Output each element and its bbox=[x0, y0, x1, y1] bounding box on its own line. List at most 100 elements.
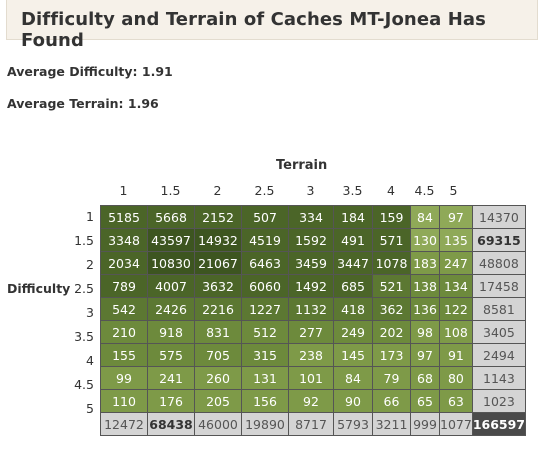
terrain-header: 3.5 bbox=[342, 183, 363, 198]
difficulty-header: 1 bbox=[86, 209, 94, 224]
matrix-cell: 6060 bbox=[241, 274, 289, 298]
matrix-row: 2034 10830 21067 6463 3459 3447 1078 183 247 4880… bbox=[100, 251, 527, 275]
matrix-cell: 418 bbox=[333, 297, 373, 321]
matrix-row: 5185 5668 2152 507 334 184 159 84 97 14370 bbox=[100, 205, 527, 229]
matrix-cell: 575 bbox=[147, 343, 195, 367]
page-title: Difficulty and Terrain of Caches MT-Jone… bbox=[21, 9, 486, 51]
matrix-cell: 202 bbox=[372, 320, 411, 344]
matrix-cell: 134 bbox=[439, 274, 473, 298]
matrix-cell: 135 bbox=[439, 228, 473, 252]
row-total-cell: 48808 bbox=[471, 251, 527, 275]
difficulty-header: 4 bbox=[86, 353, 94, 368]
matrix-cell: 238 bbox=[288, 343, 334, 367]
matrix-cell: 155 bbox=[100, 343, 148, 367]
matrix-cell: 3348 bbox=[100, 228, 148, 252]
terrain-header: 2 bbox=[213, 183, 222, 198]
terrain-header: 1.5 bbox=[160, 183, 181, 198]
difficulty-header: 3.5 bbox=[74, 329, 94, 344]
matrix-cell: 2426 bbox=[147, 297, 195, 321]
matrix-cell: 2152 bbox=[194, 205, 242, 229]
matrix-cell: 3459 bbox=[288, 251, 334, 275]
column-totals-row: 12472 68438 46000 19890 8717 5793 3211 999 1077 1… bbox=[100, 412, 527, 436]
matrix-cell: 2034 bbox=[100, 251, 148, 275]
matrix-cell: 362 bbox=[372, 297, 411, 321]
matrix-cell: 5668 bbox=[147, 205, 195, 229]
matrix-cell: 1592 bbox=[288, 228, 334, 252]
matrix-cell: 315 bbox=[241, 343, 289, 367]
row-total-cell: 14370 bbox=[471, 205, 527, 229]
matrix-cell: 92 bbox=[288, 389, 334, 413]
matrix-cell: 4007 bbox=[147, 274, 195, 298]
matrix-cell: 491 bbox=[333, 228, 373, 252]
matrix-cell: 789 bbox=[100, 274, 148, 298]
column-total-cell: 8717 bbox=[288, 412, 334, 436]
matrix-cell: 1492 bbox=[288, 274, 334, 298]
terrain-header: 1 bbox=[119, 183, 128, 198]
matrix-cell: 159 bbox=[372, 205, 411, 229]
matrix-cell: 1227 bbox=[241, 297, 289, 321]
matrix-cell: 241 bbox=[147, 366, 195, 390]
matrix-cell: 1132 bbox=[288, 297, 334, 321]
grand-total-cell: 166597 bbox=[471, 412, 527, 436]
matrix-cell: 334 bbox=[288, 205, 334, 229]
matrix-cell: 184 bbox=[333, 205, 373, 229]
matrix-cell: 210 bbox=[100, 320, 148, 344]
row-total-cell: 1023 bbox=[471, 389, 527, 413]
matrix-row: 542 2426 2216 1227 1132 418 362 136 122 8581 bbox=[100, 297, 527, 321]
column-total-cell: 3211 bbox=[372, 412, 411, 436]
matrix-cell: 43597 bbox=[147, 228, 195, 252]
page-header: Difficulty and Terrain of Caches MT-Jone… bbox=[6, 0, 538, 51]
matrix-cell: 521 bbox=[372, 274, 411, 298]
matrix-cell: 101 bbox=[288, 366, 334, 390]
difficulty-header: 2.5 bbox=[74, 281, 94, 296]
column-total-cell: 46000 bbox=[194, 412, 242, 436]
matrix-cell: 6463 bbox=[241, 251, 289, 275]
matrix-cell: 249 bbox=[333, 320, 373, 344]
matrix-cell: 685 bbox=[333, 274, 373, 298]
average-difficulty: Average Difficulty: 1.91 bbox=[7, 64, 173, 79]
column-total-cell: 12472 bbox=[100, 412, 148, 436]
terrain-header: 5 bbox=[449, 183, 458, 198]
matrix-cell: 1078 bbox=[372, 251, 411, 275]
matrix-cell: 65 bbox=[410, 389, 440, 413]
column-total-cell: 19890 bbox=[241, 412, 289, 436]
matrix-cell: 156 bbox=[241, 389, 289, 413]
matrix-cell: 80 bbox=[439, 366, 473, 390]
matrix-cell: 97 bbox=[410, 343, 440, 367]
matrix-cell: 173 bbox=[372, 343, 411, 367]
row-total-cell: 8581 bbox=[471, 297, 527, 321]
matrix-cell: 108 bbox=[439, 320, 473, 344]
matrix-cell: 90 bbox=[333, 389, 373, 413]
matrix-cell: 705 bbox=[194, 343, 242, 367]
column-total-cell: 68438 bbox=[147, 412, 195, 436]
column-total-cell: 999 bbox=[410, 412, 440, 436]
row-total-cell: 3405 bbox=[471, 320, 527, 344]
matrix-cell: 145 bbox=[333, 343, 373, 367]
matrix-cell: 3632 bbox=[194, 274, 242, 298]
matrix-cell: 3447 bbox=[333, 251, 373, 275]
terrain-header: 3 bbox=[306, 183, 315, 198]
matrix-cell: 918 bbox=[147, 320, 195, 344]
row-total-cell: 17458 bbox=[471, 274, 527, 298]
difficulty-header: 1.5 bbox=[74, 233, 94, 248]
matrix-cell: 10830 bbox=[147, 251, 195, 275]
matrix-cell: 507 bbox=[241, 205, 289, 229]
terrain-header: 4 bbox=[387, 183, 395, 198]
difficulty-header: 4.5 bbox=[74, 377, 94, 392]
difficulty-header: 3 bbox=[86, 305, 94, 320]
matrix-cell: 176 bbox=[147, 389, 195, 413]
matrix-cell: 99 bbox=[100, 366, 148, 390]
column-total-cell: 5793 bbox=[333, 412, 373, 436]
average-terrain: Average Terrain: 1.96 bbox=[7, 96, 159, 111]
difficulty-header: 5 bbox=[86, 401, 94, 416]
matrix-cell: 68 bbox=[410, 366, 440, 390]
matrix-cell: 63 bbox=[439, 389, 473, 413]
matrix-row: 110 176 205 156 92 90 66 65 63 1023 bbox=[100, 389, 527, 413]
dt-matrix: 5185 5668 2152 507 334 184 159 84 97 14370 3348 435… bbox=[100, 205, 527, 436]
terrain-header: 2.5 bbox=[254, 183, 275, 198]
matrix-cell: 5185 bbox=[100, 205, 148, 229]
matrix-cell: 571 bbox=[372, 228, 411, 252]
matrix-cell: 79 bbox=[372, 366, 411, 390]
matrix-cell: 136 bbox=[410, 297, 440, 321]
terrain-axis-label: Terrain bbox=[276, 158, 328, 173]
